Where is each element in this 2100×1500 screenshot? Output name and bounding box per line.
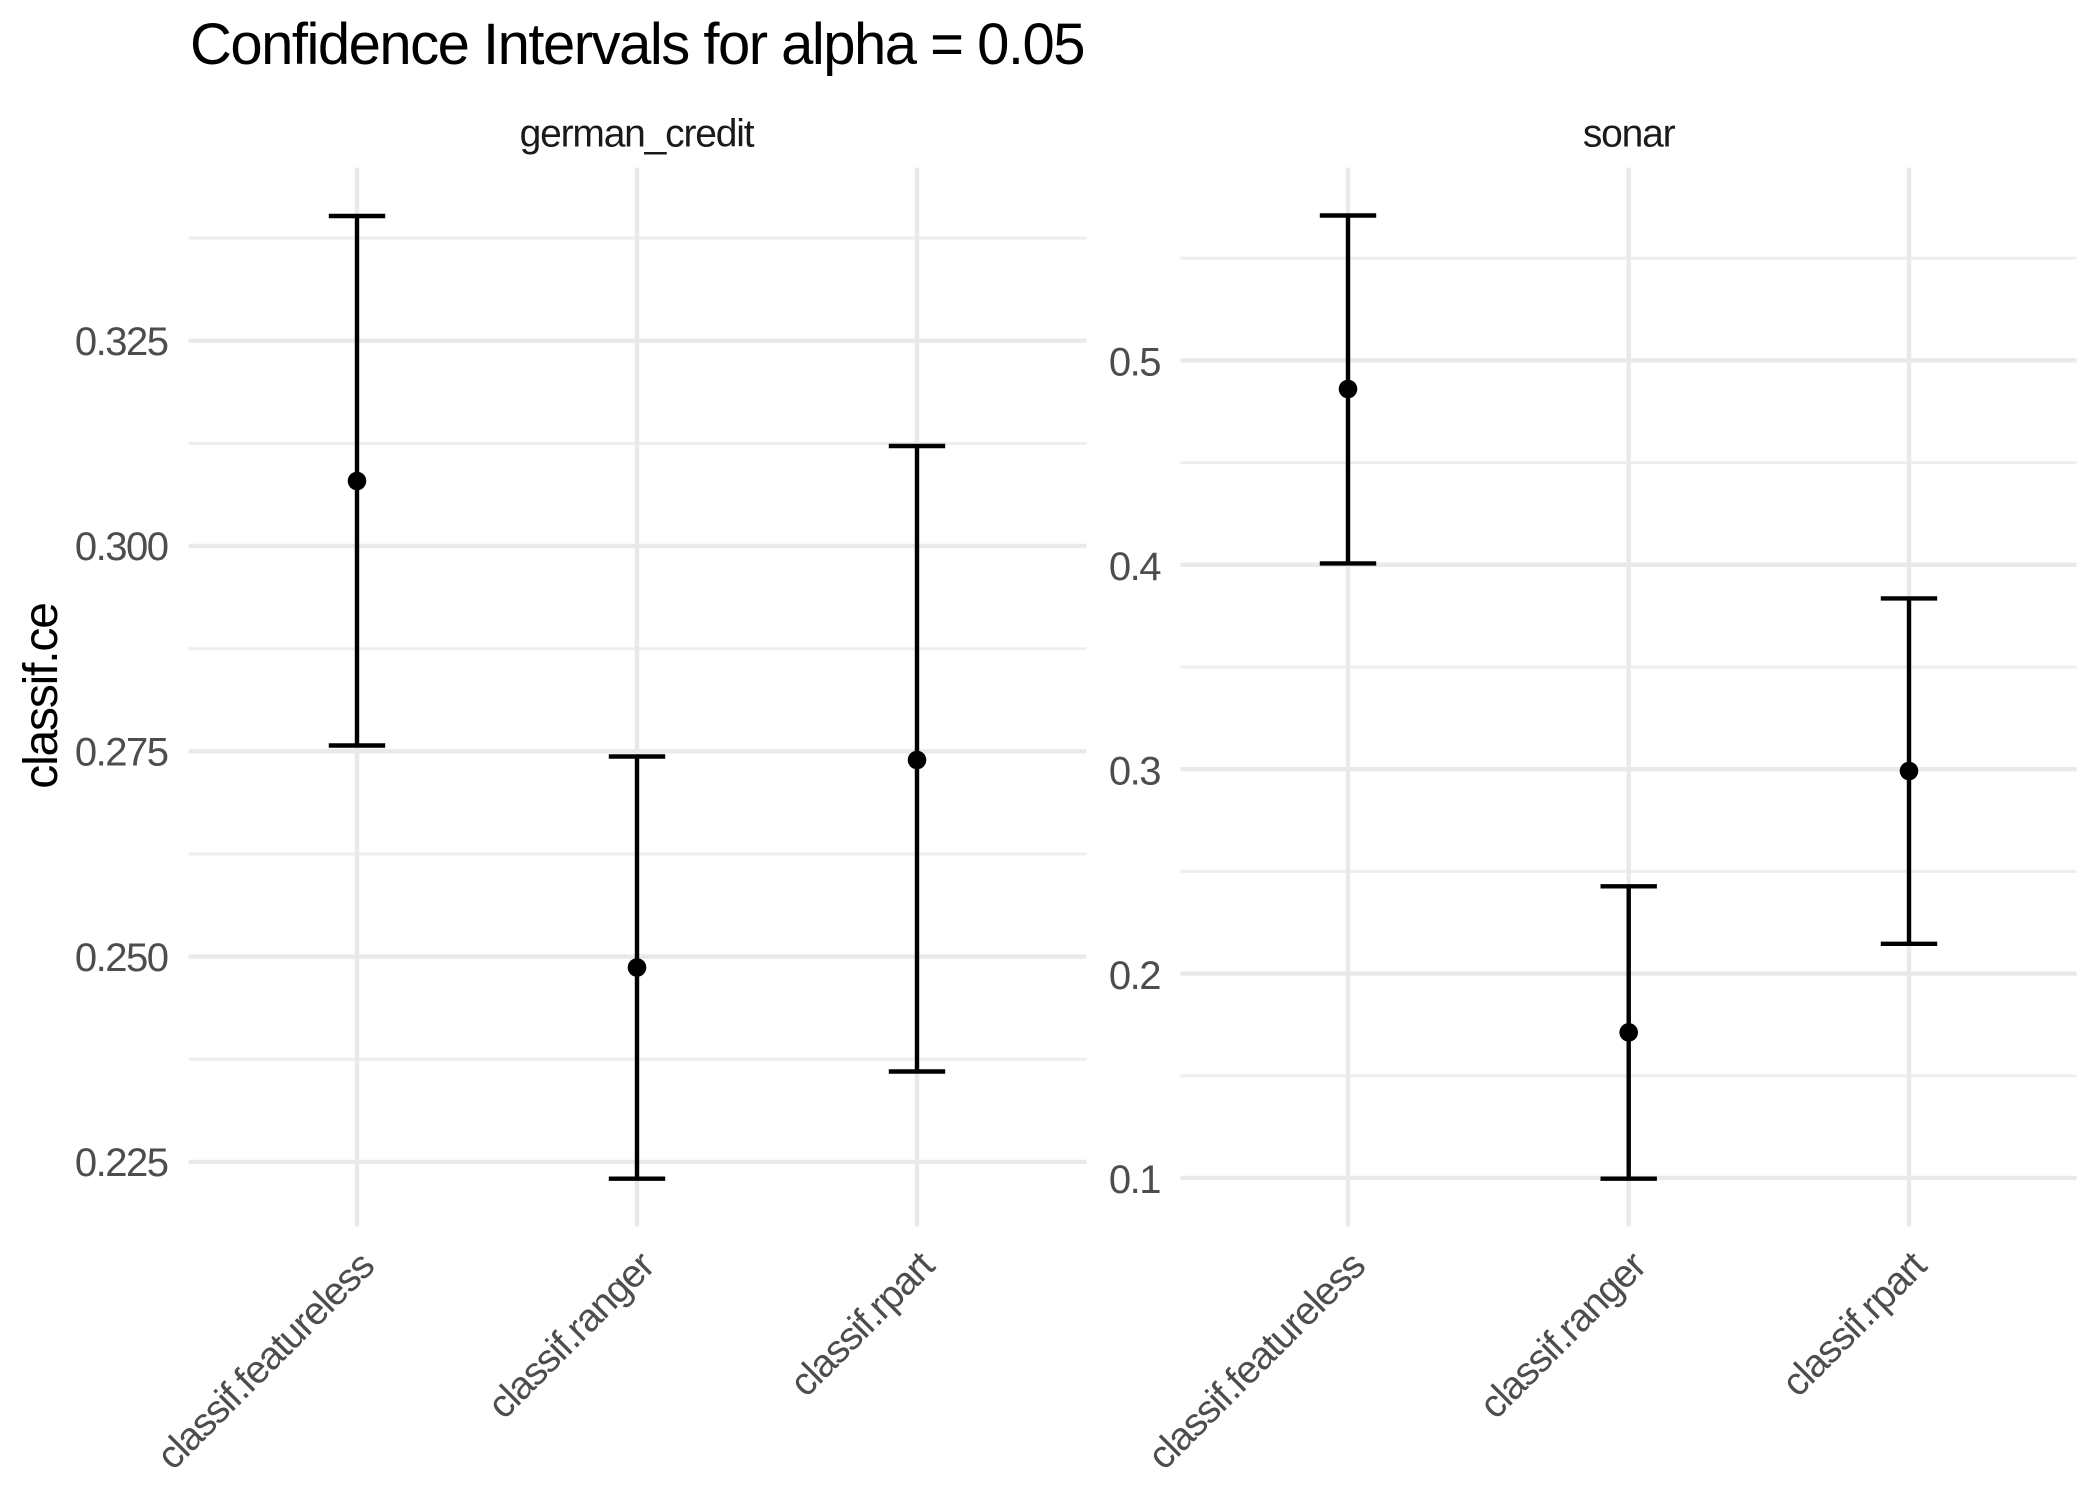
svg-text:0.1: 0.1 [1109, 1158, 1160, 1202]
svg-text:0.5: 0.5 [1109, 341, 1160, 385]
svg-text:0.2: 0.2 [1109, 954, 1160, 998]
svg-text:0.250: 0.250 [75, 936, 168, 980]
svg-text:0.3: 0.3 [1109, 749, 1160, 793]
svg-text:Confidence Intervals for alpha: Confidence Intervals for alpha = 0.05 [190, 12, 1084, 77]
svg-text:0.275: 0.275 [75, 731, 168, 775]
svg-text:german_credit: german_credit [520, 112, 755, 155]
svg-text:0.300: 0.300 [75, 525, 168, 569]
svg-text:0.225: 0.225 [75, 1141, 168, 1185]
svg-text:0.4: 0.4 [1109, 545, 1161, 589]
svg-text:classif.ce: classif.ce [15, 603, 68, 788]
svg-text:0.325: 0.325 [75, 320, 168, 364]
svg-text:sonar: sonar [1583, 112, 1676, 155]
